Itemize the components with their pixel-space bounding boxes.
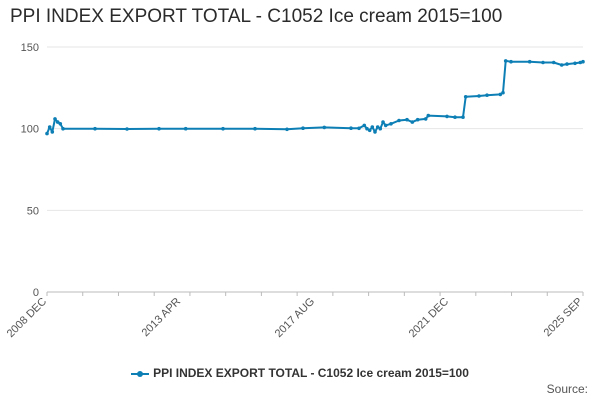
x-tick-label: 2025 SEP (542, 296, 586, 340)
x-tick-label: 2017 AUG (273, 296, 317, 340)
series-line (46, 59, 584, 134)
data-point[interactable] (389, 122, 393, 126)
data-point[interactable] (125, 127, 129, 131)
data-point[interactable] (383, 123, 388, 128)
data-point[interactable] (485, 93, 489, 97)
data-point[interactable] (498, 92, 503, 97)
data-point[interactable] (365, 126, 369, 131)
data-point[interactable] (453, 115, 457, 119)
data-point[interactable] (301, 126, 305, 130)
data-point[interactable] (501, 90, 505, 95)
data-point[interactable] (426, 113, 431, 118)
data-point[interactable] (58, 122, 63, 126)
data-point[interactable] (253, 126, 257, 131)
data-point[interactable] (61, 126, 65, 131)
data-point[interactable] (477, 94, 481, 98)
data-point[interactable] (573, 61, 577, 66)
data-point[interactable] (375, 125, 380, 129)
data-point[interactable] (367, 128, 372, 133)
data-point[interactable] (541, 60, 545, 65)
x-tick-label: 2008 DEC (5, 296, 49, 340)
data-point[interactable] (578, 60, 583, 65)
y-tick-labels: 0 50 100 150 (21, 42, 39, 299)
data-point[interactable] (183, 126, 188, 131)
data-point[interactable] (349, 126, 353, 130)
data-point[interactable] (221, 126, 225, 131)
data-point[interactable] (551, 60, 556, 65)
data-point[interactable] (53, 117, 57, 121)
data-point[interactable] (362, 123, 367, 128)
data-point[interactable] (357, 126, 361, 131)
x-tick-label: 2013 APR (140, 296, 184, 340)
legend[interactable]: PPI INDEX EXPORT TOTAL - C1052 Ice cream… (0, 366, 600, 380)
data-point[interactable] (565, 62, 569, 66)
y-tick-label: 100 (21, 124, 39, 136)
chart-title: PPI INDEX EXPORT TOTAL - C1052 Ice cream… (10, 6, 503, 27)
data-point[interactable] (381, 120, 385, 124)
data-point[interactable] (509, 59, 513, 64)
source-label: Source: (546, 382, 588, 396)
data-point[interactable] (423, 117, 428, 121)
data-point[interactable] (47, 125, 52, 129)
data-point[interactable] (45, 131, 49, 136)
data-point[interactable] (397, 118, 401, 123)
axes (46, 291, 584, 296)
data-point[interactable] (322, 125, 327, 130)
line-chart: 0 50 100 150 2008 DEC 2013 APR 2017 AUG 2021 D… (5, 42, 585, 340)
y-tick-label: 50 (27, 205, 39, 217)
data-point[interactable] (378, 126, 383, 131)
data-point[interactable] (55, 120, 60, 124)
data-point[interactable] (410, 120, 415, 124)
data-point[interactable] (370, 125, 375, 129)
data-point[interactable] (581, 59, 585, 64)
legend-label: PPI INDEX EXPORT TOTAL - C1052 Ice cream… (153, 366, 469, 380)
data-point[interactable] (93, 126, 97, 131)
y-tick-label: 0 (33, 287, 39, 299)
data-point[interactable] (285, 127, 289, 132)
legend-swatch (131, 370, 150, 377)
data-point[interactable] (503, 59, 508, 63)
data-point[interactable] (445, 114, 449, 119)
data-point[interactable] (559, 63, 564, 67)
data-point[interactable] (157, 126, 161, 131)
data-point[interactable] (463, 95, 468, 99)
data-point[interactable] (415, 117, 420, 122)
data-point[interactable] (373, 130, 377, 134)
data-point[interactable] (527, 59, 532, 64)
data-point[interactable] (50, 130, 55, 134)
x-tick-label: 2021 DEC (407, 296, 451, 340)
data-point[interactable] (405, 117, 409, 122)
data-point[interactable] (461, 115, 465, 119)
x-tick-labels: 2008 DEC 2013 APR 2017 AUG 2021 DEC 2025 SEP (5, 296, 585, 340)
series-layer (45, 59, 585, 136)
y-tick-label: 150 (21, 42, 39, 54)
